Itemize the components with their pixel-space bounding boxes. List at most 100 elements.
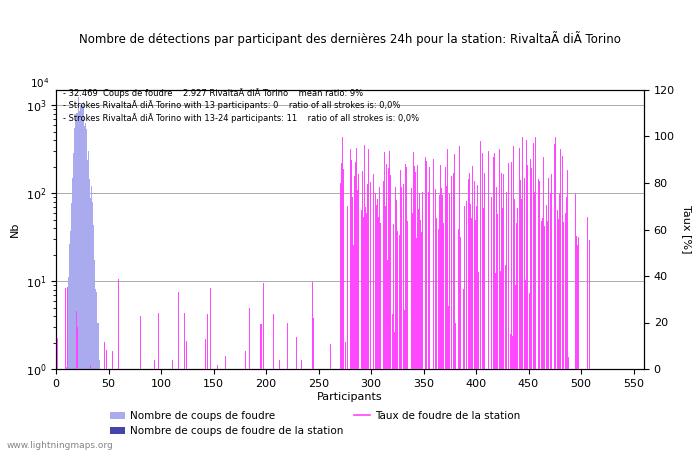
Bar <box>401 369 402 450</box>
Bar <box>185 369 186 450</box>
Bar <box>525 369 526 450</box>
Bar <box>421 369 422 450</box>
Bar <box>236 369 237 450</box>
Bar <box>555 369 556 450</box>
Bar <box>582 369 584 450</box>
Bar <box>416 369 418 450</box>
Bar <box>442 369 443 450</box>
Bar <box>313 369 314 450</box>
Bar <box>475 369 477 450</box>
Bar <box>103 369 104 450</box>
Bar <box>513 369 514 450</box>
Bar <box>598 369 599 450</box>
Bar <box>80 106 82 450</box>
Bar <box>593 369 594 450</box>
Bar <box>362 369 363 450</box>
Bar <box>246 369 248 450</box>
Bar <box>351 369 353 450</box>
Bar <box>435 369 437 450</box>
Bar <box>295 369 296 450</box>
Bar <box>507 369 508 450</box>
Bar <box>522 369 523 450</box>
Bar <box>508 369 509 450</box>
Bar <box>591 369 592 450</box>
Bar <box>404 369 405 450</box>
Bar <box>491 369 492 450</box>
Bar <box>412 369 414 450</box>
Bar <box>133 369 134 450</box>
Bar <box>229 369 230 450</box>
Bar <box>441 369 442 450</box>
Bar <box>603 369 605 450</box>
Bar <box>118 369 120 450</box>
Bar <box>101 369 102 450</box>
Bar <box>426 369 427 450</box>
Bar <box>418 369 419 450</box>
Bar <box>294 369 295 450</box>
Bar <box>521 369 522 450</box>
Bar <box>330 369 332 450</box>
Bar <box>257 369 258 450</box>
Bar <box>346 369 347 450</box>
Bar <box>609 369 610 450</box>
Bar <box>588 369 589 450</box>
Bar <box>540 369 542 450</box>
Bar <box>443 369 444 450</box>
Bar <box>606 369 607 450</box>
Bar <box>91 186 92 450</box>
Bar <box>186 369 187 450</box>
Y-axis label: Taux [%]: Taux [%] <box>682 205 692 254</box>
Bar <box>281 369 282 450</box>
Bar <box>420 369 421 450</box>
Bar <box>344 369 345 450</box>
Bar <box>162 369 164 450</box>
Bar <box>345 369 346 450</box>
Bar <box>405 369 406 450</box>
Bar <box>376 369 377 450</box>
Bar <box>452 369 454 450</box>
Bar <box>78 112 80 450</box>
Bar <box>70 230 71 450</box>
Bar <box>504 369 505 450</box>
Bar <box>589 369 590 450</box>
Bar <box>385 369 386 450</box>
Bar <box>542 369 544 450</box>
Bar <box>469 369 470 450</box>
Bar <box>635 369 636 450</box>
Bar <box>169 369 170 450</box>
Bar <box>232 369 233 450</box>
Bar <box>194 369 195 450</box>
Bar <box>107 369 108 450</box>
Bar <box>137 369 139 450</box>
Bar <box>391 369 393 450</box>
Bar <box>129 369 130 450</box>
Bar <box>410 369 412 450</box>
Bar <box>273 369 274 450</box>
Bar <box>206 369 208 450</box>
Bar <box>450 369 452 450</box>
Bar <box>214 369 215 450</box>
Bar <box>93 225 95 450</box>
Bar <box>218 369 219 450</box>
Bar <box>269 369 270 450</box>
Bar <box>428 369 429 450</box>
Bar <box>489 369 490 450</box>
Bar <box>250 369 251 450</box>
Bar <box>156 369 158 450</box>
Bar <box>542 369 543 450</box>
Bar <box>477 369 479 450</box>
Bar <box>637 369 638 450</box>
Bar <box>629 369 630 450</box>
Bar <box>636 369 637 450</box>
Bar <box>168 369 169 450</box>
Bar <box>248 369 250 450</box>
Bar <box>435 369 437 450</box>
Bar <box>357 369 358 450</box>
Bar <box>538 369 540 450</box>
Bar <box>406 369 407 450</box>
Y-axis label: Nb: Nb <box>10 222 20 237</box>
Bar <box>540 369 542 450</box>
Bar <box>563 369 564 450</box>
Bar <box>125 369 126 450</box>
Bar <box>116 369 118 450</box>
